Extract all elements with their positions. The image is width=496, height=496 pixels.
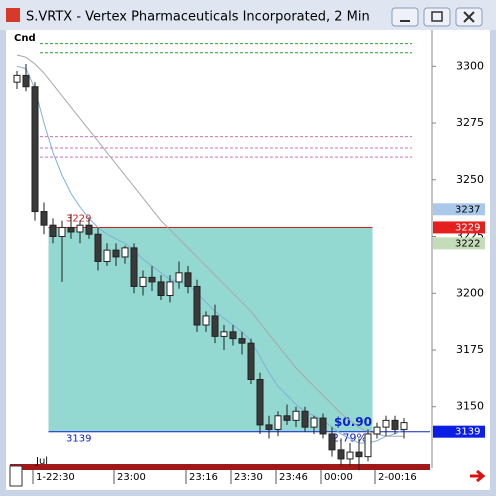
y-tick-label: 3200 [456,286,484,299]
candle-body [292,410,300,421]
projection-label: 3139 [66,434,91,445]
candle-body [49,224,57,238]
candle-body [211,315,219,337]
scroll-arrow[interactable] [470,469,486,483]
x-tick-label: 00:00 [324,472,353,483]
candle-body [157,281,165,297]
maximize-button[interactable] [423,7,451,27]
candle-body [40,211,48,226]
candle-body [382,419,390,428]
x-tick-label: 23:16 [189,472,218,483]
candle-body [184,272,192,287]
y-tick-label: 3175 [456,343,484,356]
x-tick-label: 23:30 [234,472,263,483]
y-tick-label: 3300 [456,59,484,72]
price-marker [433,237,485,250]
minimize-button[interactable] [391,7,419,27]
candle-body [337,449,345,460]
price-marker-label: 3139 [455,427,480,438]
candle-body [328,433,336,451]
icon [463,11,475,23]
candle-body [310,417,318,428]
candle-body [112,249,120,258]
window-buttons[interactable] [391,7,483,27]
candle-body [175,272,183,283]
price-marker-label: 3229 [455,222,480,233]
x-tick-label: 23:00 [117,472,146,483]
window-title: S.VRTX - Vertex Pharmaceuticals Incorpor… [26,10,370,25]
candle-body [229,331,237,340]
candle-body [31,86,39,213]
candle-body [247,342,255,380]
candle-body [238,338,246,344]
candle-body [148,276,156,283]
price-marker-label: 3237 [455,204,480,215]
series-label: Cnd [14,33,36,44]
price-marker [433,425,485,438]
moving-average [16,65,405,444]
candle-body [373,426,381,435]
candle-body [319,417,327,435]
x-tick-label: 1-22:30 [36,472,75,483]
y-tick-label: 3150 [456,400,484,413]
candle-body [265,424,273,430]
moving-average [16,54,404,437]
candle-body [121,247,129,258]
projection-box [48,227,373,432]
candle-body [76,224,84,233]
y-tick-label: 3275 [456,116,484,129]
candle-body [13,74,21,83]
candle-body [301,410,309,428]
icon [431,11,443,22]
x-tick-label: 23:46 [279,472,308,483]
candle-body [85,224,93,235]
candle-body [193,285,201,326]
candle-body [274,415,282,430]
app-icon [6,8,20,22]
candle-body [220,331,228,337]
price-marker [433,203,485,216]
candle-body [346,451,354,460]
price-marker-label: 3222 [455,238,480,249]
candle-body [202,315,210,326]
candle-body [58,226,66,238]
candle-body [166,281,174,297]
candle-body [139,276,147,287]
x-tick-label: 2-00:16 [378,472,417,483]
candle-body [256,378,264,426]
candle-body [94,233,102,262]
candle-body [364,433,372,458]
projection-label: 3229 [66,213,91,224]
candle-body [355,451,363,458]
candle-body [400,422,408,430]
candle-body [130,247,138,287]
candle-body [103,249,111,262]
y-tick-label: 3250 [456,173,484,186]
candle-body [391,419,399,430]
bottom-bar [10,464,430,470]
scroll-box[interactable] [9,465,23,487]
candle-body [283,415,291,421]
candle-body [22,74,30,88]
candle-body [67,226,75,233]
month-label: Jul [35,456,48,467]
price-marker [433,221,485,234]
